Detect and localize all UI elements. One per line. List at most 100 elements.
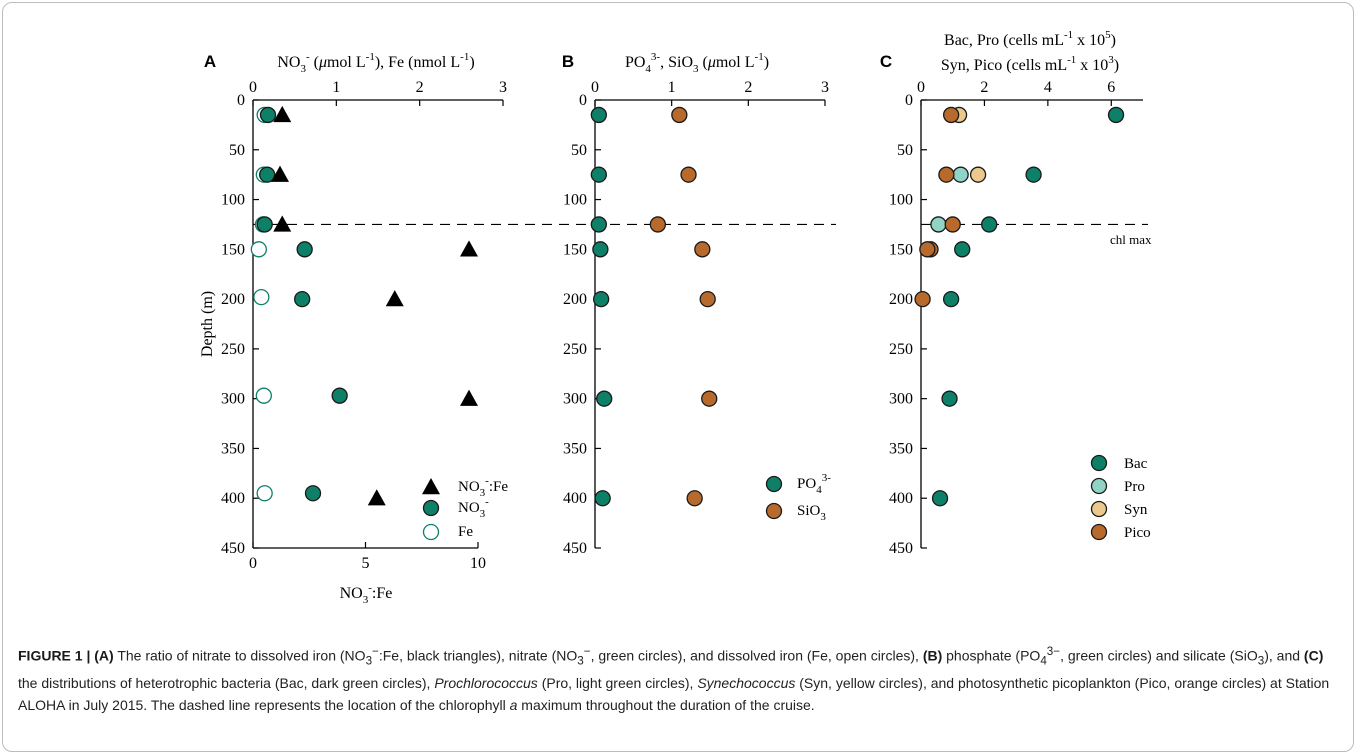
top-tick-label-b: 3 [821, 79, 829, 96]
y-tick-label-c: 300 [889, 391, 913, 408]
caption-text: , green circles) and silicate (SiO [1060, 647, 1258, 664]
fe-point [255, 387, 272, 404]
top-tick-label-a: 1 [332, 79, 340, 96]
panel-letter-c: C [880, 52, 892, 71]
legend-nitrate-label: NO3- [458, 496, 489, 520]
caption-text: , green circles), and dissolved iron (Fe… [590, 647, 923, 664]
y-tick-label-b: 300 [563, 391, 587, 408]
top-axis-title-c-line1: Bac, Pro (cells mL-1 x 105) [944, 29, 1116, 49]
y-tick-label-c: 200 [889, 291, 913, 308]
bottom-axis-title-a: NO3-:Fe [340, 582, 393, 606]
ratio-point [271, 165, 289, 182]
legend-silicate-marker [765, 502, 783, 520]
y-tick-label-a: 450 [221, 540, 245, 557]
y-tick-label-c: 250 [889, 341, 913, 358]
pico-point [942, 106, 960, 124]
y-tick-label-a: 400 [221, 490, 245, 507]
silicate-point [699, 290, 716, 308]
bac-point [1107, 106, 1125, 124]
caption-text: maximum throughout the duration of the c… [517, 697, 815, 714]
pico-point [938, 166, 955, 183]
pico-point [919, 241, 936, 258]
bac-point [954, 241, 971, 258]
caption-part-c: (C) [1303, 647, 1324, 664]
y-tick-label-a: 100 [221, 192, 245, 209]
phosphate-point [596, 390, 613, 407]
figure-caption: FIGURE 1 | (A) The ratio of nitrate to d… [18, 641, 1344, 716]
y-tick-label-a: 50 [229, 142, 245, 159]
y-tick-label-c: 400 [889, 490, 913, 507]
y-tick-label-c: 0 [905, 92, 913, 109]
top-tick-label-a: 0 [249, 79, 257, 96]
legend-ratio-marker [422, 478, 440, 495]
nitrate-point [294, 290, 311, 308]
caption-sup: − [583, 645, 591, 658]
nitrate-point [296, 241, 313, 258]
phosphate-point [592, 290, 610, 308]
caption-text: ), and [1264, 647, 1304, 664]
nitrate-point [259, 166, 276, 183]
phosphate-point [590, 106, 607, 124]
top-tick-label-b: 0 [591, 79, 599, 96]
chl-max-label: chl max [1110, 232, 1152, 247]
caption-text: (Syn, yellow circles), and photosyntheti… [18, 675, 1330, 714]
y-tick-label-b: 250 [563, 341, 587, 358]
top-tick-label-c: 6 [1107, 79, 1115, 96]
phosphate-point [590, 216, 607, 233]
phosphate-point [592, 241, 609, 258]
nitrate-point [259, 106, 277, 124]
caption-sub: 3 [365, 654, 373, 668]
caption-figure-label: FIGURE 1 | [18, 647, 95, 664]
y-tick-label-a: 150 [221, 241, 245, 258]
silicate-point [701, 390, 718, 407]
top-axis-title-b: PO43-, SiO3 (μmol L-1) [625, 51, 769, 75]
top-tick-label-a: 2 [416, 79, 424, 96]
y-tick-label-a: 300 [221, 391, 245, 408]
syn-point [969, 166, 987, 183]
fe-point [250, 241, 267, 258]
phosphate-point [590, 166, 607, 183]
silicate-point [649, 216, 667, 233]
legend-phosphate-marker [765, 475, 783, 493]
legend-silicate-label: SiO3 [797, 503, 826, 523]
pro-point [930, 216, 947, 233]
legend-ratio-label: NO3-:Fe [458, 475, 508, 499]
top-tick-label-c: 4 [1044, 79, 1052, 96]
y-tick-label-b: 50 [571, 142, 587, 159]
ratio-point [460, 389, 478, 406]
top-tick-label-b: 2 [744, 79, 752, 96]
legend-pro-marker [1090, 477, 1108, 495]
legend-bac-marker [1090, 454, 1108, 472]
ratio-point [273, 215, 292, 232]
panel-letter-a: A [204, 52, 216, 71]
ratio-point [460, 240, 478, 257]
caption-part-a: (A) [94, 647, 114, 664]
legend-bac-label: Bac [1124, 456, 1148, 472]
legend-nitrate-marker [422, 499, 440, 517]
y-tick-label-b: 200 [563, 291, 587, 308]
pico-point [944, 216, 961, 233]
top-tick-label-a: 3 [499, 79, 507, 96]
bac-point [942, 290, 960, 308]
legend-phosphate-label: PO43- [797, 472, 831, 496]
legend-syn-label: Syn [1124, 502, 1148, 518]
y-tick-label-a: 200 [221, 291, 245, 308]
caption-sup: 3− [1046, 645, 1061, 658]
fe-point [256, 485, 273, 502]
bac-point [981, 216, 998, 233]
caption-text: the distributions of heterotrophic bacte… [18, 675, 435, 692]
fe-point [253, 288, 270, 306]
y-tick-label-a: 350 [221, 440, 245, 457]
silicate-point [694, 241, 711, 258]
y-tick-label-b: 350 [563, 440, 587, 457]
caption-sup: − [372, 645, 379, 658]
top-axis-title-a: NO3- (μmol L-1), Fe (nmol L-1) [277, 51, 474, 75]
bottom-tick-label-a: 0 [249, 555, 257, 572]
caption-italic: a [509, 697, 518, 714]
caption-italic: Prochlorococcus [434, 675, 538, 692]
ratio-point [385, 290, 404, 307]
caption-text: (Pro, light green circles), [537, 675, 698, 692]
caption-sub: 3 [1257, 654, 1265, 668]
bac-point [1025, 166, 1042, 183]
